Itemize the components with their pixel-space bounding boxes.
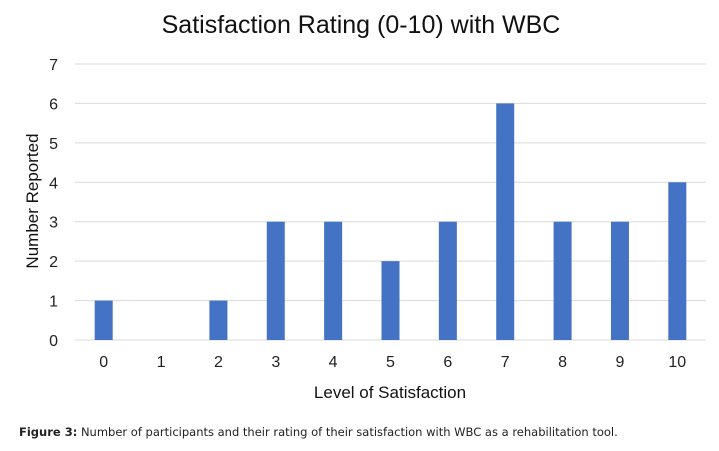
x-tick-label: 10: [668, 354, 686, 371]
chart-title: Satisfaction Rating (0-10) with WBC: [162, 11, 561, 39]
x-tick-label: 2: [214, 354, 223, 371]
bar-2: [209, 300, 228, 340]
y-axis-label: Number Reported: [23, 133, 42, 268]
figure-caption: Figure 3: Number of participants and the…: [19, 425, 618, 439]
x-tick-label: 7: [501, 354, 510, 371]
bar-5: [381, 261, 400, 340]
bar-3: [266, 221, 285, 340]
caption-label: Figure 3:: [19, 425, 78, 439]
y-tick-label: 7: [49, 57, 58, 74]
bar-4: [324, 221, 343, 340]
y-tick-label: 2: [49, 254, 58, 271]
x-tick-label: 8: [558, 354, 567, 371]
caption-text: Number of participants and their rating …: [80, 425, 618, 439]
y-tick-label: 1: [49, 294, 58, 311]
y-tick-label: 5: [49, 136, 58, 153]
bar-6: [438, 221, 457, 340]
x-axis-label: Level of Satisfaction: [314, 383, 466, 402]
x-tick-label: 9: [616, 354, 625, 371]
x-tick-label: 4: [329, 354, 338, 371]
y-tick-labels: 0 1 2 3 4 5 6 7: [49, 57, 58, 350]
y-tick-label: 6: [49, 96, 58, 113]
bar-0: [94, 300, 113, 340]
x-tick-label: 0: [99, 354, 108, 371]
y-tick-label: 3: [49, 215, 58, 232]
y-tick-label: 0: [49, 333, 58, 350]
bar-8: [553, 221, 572, 340]
x-tick-label: 5: [386, 354, 395, 371]
bar-10: [668, 182, 687, 340]
x-tick-label: 6: [443, 354, 452, 371]
x-tick-label: 3: [271, 354, 280, 371]
bar-chart: Satisfaction Rating (0-10) with WBC 0 1 2 3…: [23, 11, 706, 402]
bars: [94, 103, 687, 340]
bar-9: [610, 221, 629, 340]
y-tick-label: 4: [49, 175, 58, 192]
x-tick-label: 1: [157, 354, 166, 371]
bar-7: [496, 103, 515, 340]
x-tick-labels: 0 1 2 3 4 5 6 7 8 9 10: [99, 354, 686, 371]
